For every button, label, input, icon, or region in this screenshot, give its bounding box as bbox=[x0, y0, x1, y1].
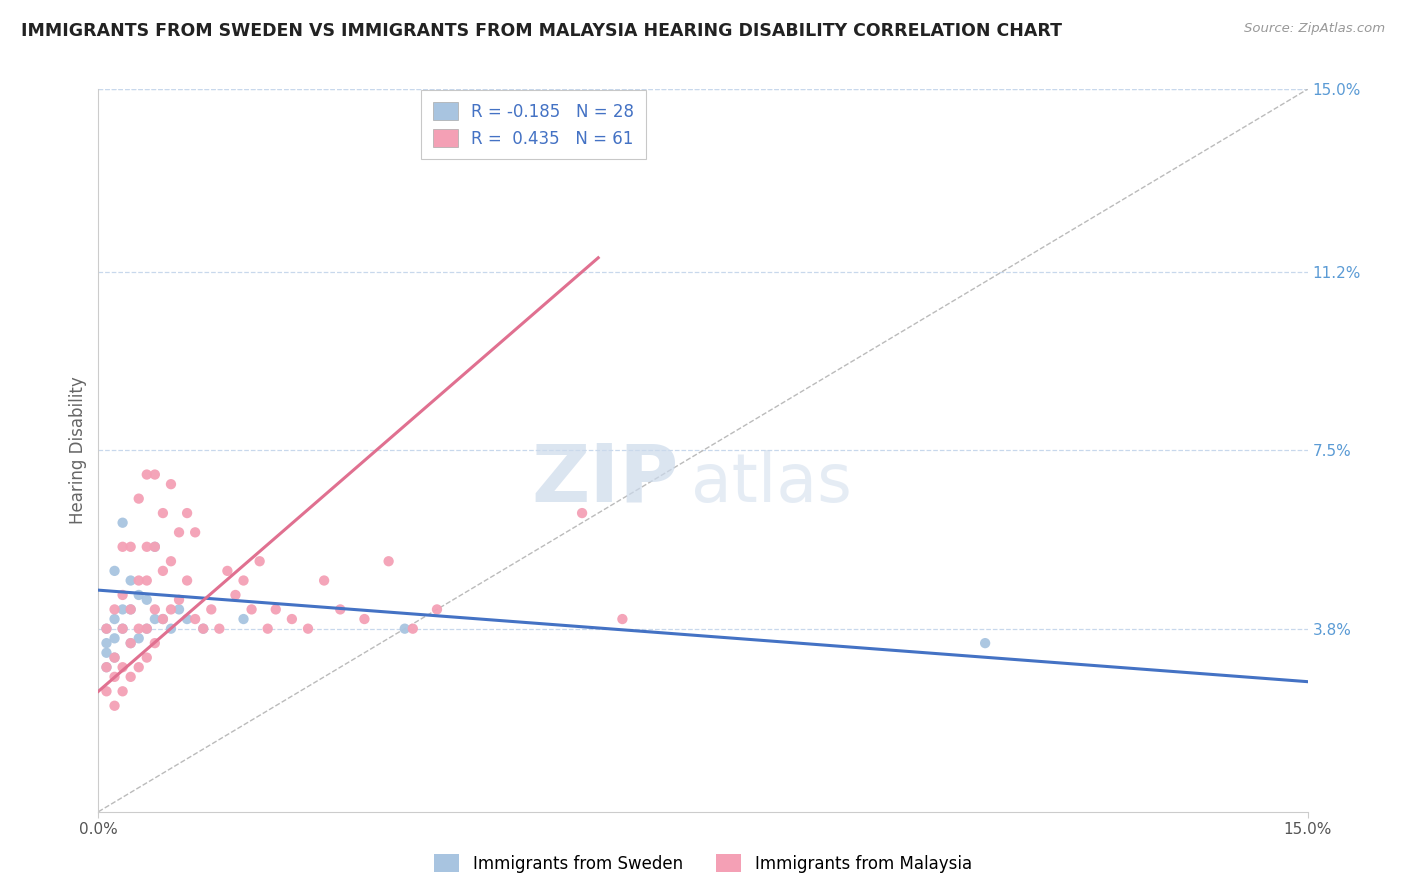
Point bbox=[167, 525, 190, 540]
Point bbox=[143, 540, 166, 554]
Point bbox=[96, 622, 118, 636]
Point bbox=[224, 588, 246, 602]
Point bbox=[111, 660, 134, 674]
Point bbox=[143, 636, 166, 650]
Point bbox=[264, 602, 287, 616]
Point bbox=[120, 602, 142, 616]
Point bbox=[103, 602, 125, 616]
Legend: R = -0.185   N = 28, R =  0.435   N = 61: R = -0.185 N = 28, R = 0.435 N = 61 bbox=[422, 90, 645, 160]
Point bbox=[353, 612, 375, 626]
Point bbox=[120, 602, 142, 616]
Point bbox=[217, 564, 239, 578]
Point bbox=[111, 622, 134, 636]
Point bbox=[96, 660, 118, 674]
Y-axis label: Hearing Disability: Hearing Disability bbox=[69, 376, 87, 524]
Point bbox=[135, 467, 157, 482]
Point bbox=[111, 602, 134, 616]
Point bbox=[193, 622, 215, 636]
Point bbox=[111, 540, 134, 554]
Point bbox=[249, 554, 271, 568]
Point bbox=[96, 646, 118, 660]
Point bbox=[256, 622, 278, 636]
Point bbox=[160, 477, 183, 491]
Point bbox=[135, 540, 157, 554]
Point bbox=[103, 612, 125, 626]
Point bbox=[377, 554, 399, 568]
Point bbox=[128, 491, 150, 506]
Point bbox=[160, 622, 183, 636]
Point bbox=[200, 602, 222, 616]
Text: atlas: atlas bbox=[690, 450, 852, 516]
Point bbox=[120, 636, 142, 650]
Point bbox=[184, 612, 207, 626]
Point bbox=[143, 612, 166, 626]
Point bbox=[103, 650, 125, 665]
Point bbox=[612, 612, 634, 626]
Point bbox=[240, 602, 263, 616]
Point bbox=[193, 622, 215, 636]
Point bbox=[103, 670, 125, 684]
Point bbox=[128, 574, 150, 588]
Point bbox=[128, 632, 150, 646]
Point bbox=[152, 612, 174, 626]
Point bbox=[128, 588, 150, 602]
Point bbox=[111, 684, 134, 698]
Point bbox=[120, 540, 142, 554]
Point bbox=[96, 636, 118, 650]
Point bbox=[232, 574, 254, 588]
Point bbox=[974, 636, 997, 650]
Point bbox=[314, 574, 336, 588]
Point bbox=[402, 622, 425, 636]
Point bbox=[160, 554, 183, 568]
Point bbox=[96, 660, 118, 674]
Point bbox=[96, 684, 118, 698]
Text: IMMIGRANTS FROM SWEDEN VS IMMIGRANTS FROM MALAYSIA HEARING DISABILITY CORRELATIO: IMMIGRANTS FROM SWEDEN VS IMMIGRANTS FRO… bbox=[21, 22, 1062, 40]
Point bbox=[176, 506, 198, 520]
Point bbox=[176, 612, 198, 626]
Point bbox=[167, 602, 190, 616]
Point bbox=[143, 602, 166, 616]
Legend: Immigrants from Sweden, Immigrants from Malaysia: Immigrants from Sweden, Immigrants from … bbox=[427, 847, 979, 880]
Point bbox=[120, 574, 142, 588]
Point bbox=[394, 622, 416, 636]
Point bbox=[232, 612, 254, 626]
Point bbox=[143, 467, 166, 482]
Point bbox=[135, 650, 157, 665]
Point bbox=[96, 622, 118, 636]
Point bbox=[281, 612, 304, 626]
Point bbox=[176, 574, 198, 588]
Point bbox=[111, 516, 134, 530]
Point bbox=[103, 650, 125, 665]
Point bbox=[103, 698, 125, 713]
Point bbox=[152, 612, 174, 626]
Point bbox=[135, 622, 157, 636]
Point bbox=[111, 622, 134, 636]
Point bbox=[426, 602, 449, 616]
Text: Source: ZipAtlas.com: Source: ZipAtlas.com bbox=[1244, 22, 1385, 36]
Point bbox=[571, 506, 593, 520]
Point bbox=[152, 506, 174, 520]
Point bbox=[111, 588, 134, 602]
Point bbox=[135, 622, 157, 636]
Point bbox=[167, 592, 190, 607]
Point bbox=[297, 622, 319, 636]
Point bbox=[120, 636, 142, 650]
Point bbox=[135, 574, 157, 588]
Point bbox=[103, 564, 125, 578]
Point bbox=[103, 632, 125, 646]
Point bbox=[160, 602, 183, 616]
Text: ZIP: ZIP bbox=[531, 441, 679, 518]
Point bbox=[128, 622, 150, 636]
Point bbox=[184, 525, 207, 540]
Point bbox=[152, 564, 174, 578]
Point bbox=[208, 622, 231, 636]
Point bbox=[143, 540, 166, 554]
Point bbox=[120, 670, 142, 684]
Point bbox=[329, 602, 352, 616]
Point bbox=[128, 660, 150, 674]
Point bbox=[135, 592, 157, 607]
